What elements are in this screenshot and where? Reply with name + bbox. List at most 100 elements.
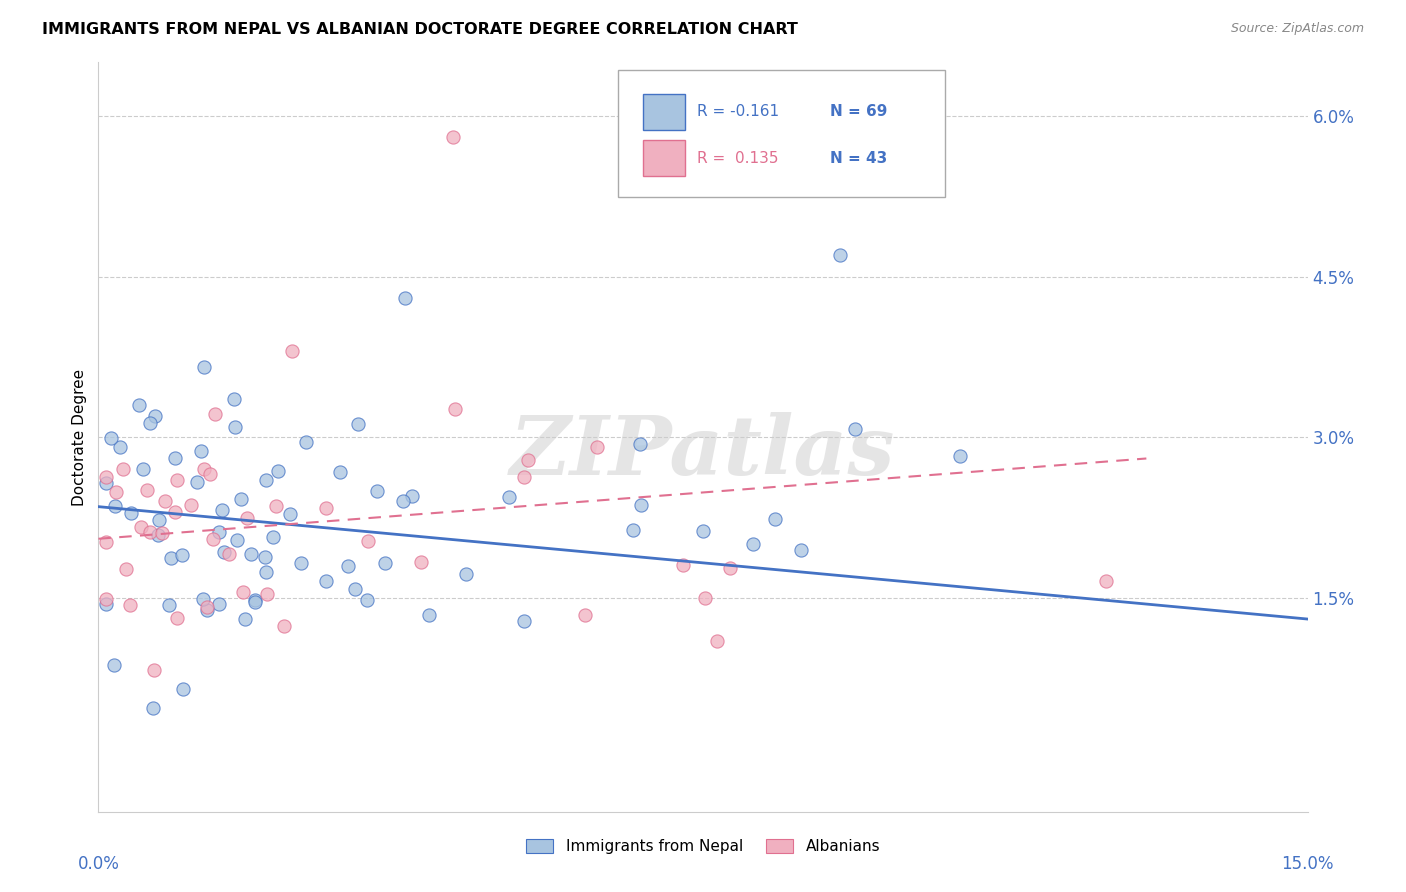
Point — [208, 597, 231, 611]
Point — [193, 462, 215, 476]
Point — [628, 437, 651, 451]
FancyBboxPatch shape — [643, 94, 685, 130]
Point — [513, 469, 536, 483]
Point — [513, 614, 536, 628]
Point — [828, 248, 851, 262]
Point — [157, 598, 180, 612]
Point — [195, 600, 218, 615]
Point — [374, 556, 396, 570]
Point — [254, 474, 277, 488]
Point — [621, 524, 644, 538]
Point — [218, 547, 240, 561]
Point — [229, 492, 252, 507]
Point — [152, 525, 174, 540]
Point — [96, 598, 118, 612]
Point — [166, 473, 188, 487]
Point — [129, 520, 152, 534]
Text: Source: ZipAtlas.com: Source: ZipAtlas.com — [1230, 22, 1364, 36]
Point — [315, 574, 337, 588]
Point — [672, 558, 695, 572]
Point — [392, 494, 415, 508]
Point — [143, 409, 166, 423]
Point — [166, 611, 188, 625]
Point — [146, 528, 169, 542]
Text: ZIPatlas: ZIPatlas — [510, 412, 896, 492]
Point — [165, 505, 187, 519]
Point — [128, 398, 150, 412]
Point — [180, 499, 202, 513]
Point — [254, 565, 277, 579]
Point — [401, 489, 423, 503]
Point — [155, 494, 177, 508]
Point — [344, 582, 367, 597]
Point — [186, 475, 208, 489]
Point — [96, 591, 118, 606]
Point — [692, 524, 714, 538]
Point — [273, 619, 295, 633]
Point — [418, 607, 440, 622]
FancyBboxPatch shape — [643, 140, 685, 177]
Text: IMMIGRANTS FROM NEPAL VS ALBANIAN DOCTORATE DEGREE CORRELATION CHART: IMMIGRANTS FROM NEPAL VS ALBANIAN DOCTOR… — [42, 22, 799, 37]
Point — [394, 291, 416, 305]
Point — [329, 465, 352, 479]
Point — [742, 537, 765, 551]
Point — [366, 484, 388, 499]
Point — [208, 525, 231, 540]
Point — [256, 587, 278, 601]
Point — [278, 508, 301, 522]
Point — [585, 440, 607, 454]
Legend: Immigrants from Nepal, Albanians: Immigrants from Nepal, Albanians — [520, 832, 886, 860]
Point — [212, 545, 235, 559]
Point — [224, 392, 246, 406]
Point — [236, 510, 259, 524]
Point — [294, 435, 316, 450]
Point — [139, 416, 162, 430]
Point — [949, 449, 972, 463]
Text: N = 69: N = 69 — [830, 104, 887, 120]
Point — [763, 512, 786, 526]
Point — [103, 658, 125, 673]
Y-axis label: Doctorate Degree: Doctorate Degree — [72, 368, 87, 506]
Point — [254, 549, 277, 564]
Point — [706, 634, 728, 648]
Point — [195, 603, 218, 617]
Point — [232, 585, 254, 599]
Point — [202, 532, 225, 546]
Text: N = 43: N = 43 — [830, 151, 887, 166]
Point — [498, 490, 520, 504]
Point — [120, 506, 142, 520]
Point — [142, 701, 165, 715]
Point — [245, 593, 267, 607]
Point — [143, 663, 166, 677]
Point — [516, 453, 538, 467]
Point — [132, 462, 155, 476]
Point — [315, 500, 337, 515]
Point — [441, 130, 464, 145]
Point — [100, 431, 122, 445]
Point — [165, 450, 187, 465]
Text: R =  0.135: R = 0.135 — [697, 151, 779, 166]
Point — [233, 612, 256, 626]
Point — [718, 561, 741, 575]
Point — [226, 533, 249, 548]
Point — [173, 681, 195, 696]
Point — [356, 592, 378, 607]
Point — [198, 467, 221, 481]
Point — [96, 534, 118, 549]
Point — [114, 562, 136, 576]
Text: 0.0%: 0.0% — [77, 855, 120, 872]
Point — [266, 499, 288, 513]
Point — [211, 503, 233, 517]
Point — [193, 360, 215, 375]
Point — [96, 469, 118, 483]
Point — [104, 499, 127, 513]
Point — [239, 547, 262, 561]
Point — [170, 548, 193, 562]
Point — [336, 558, 359, 573]
Point — [630, 498, 652, 512]
Point — [204, 407, 226, 421]
Point — [1095, 574, 1118, 589]
Point — [118, 598, 141, 612]
Point — [224, 420, 246, 434]
Text: 15.0%: 15.0% — [1281, 855, 1334, 872]
